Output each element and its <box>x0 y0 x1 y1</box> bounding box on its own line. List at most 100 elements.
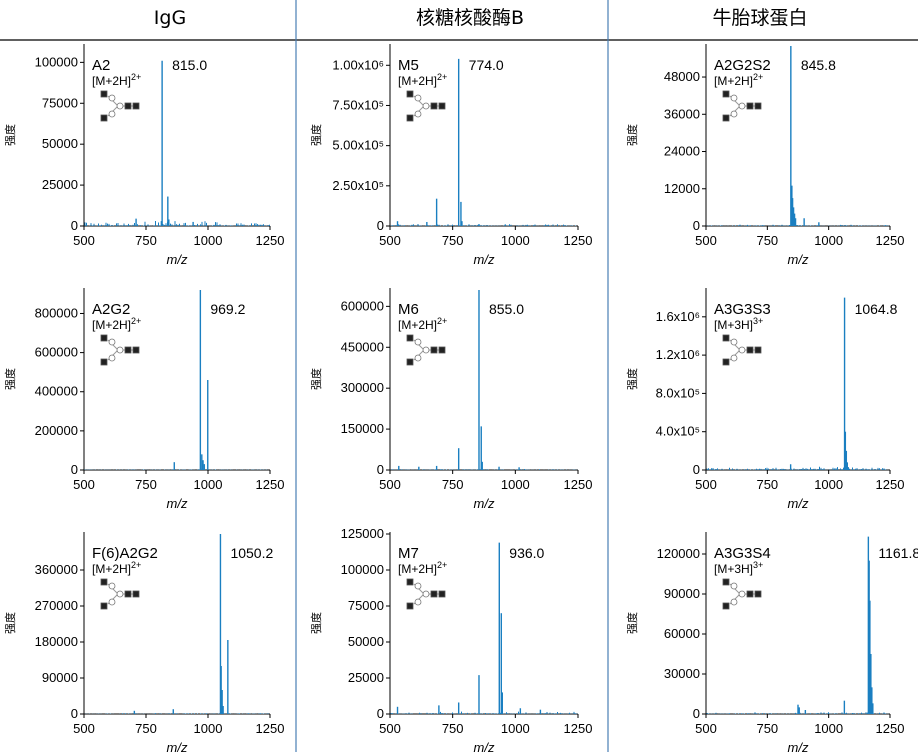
y-tick-label: 90000 <box>42 670 78 685</box>
x-tick-label: 1250 <box>564 477 593 492</box>
y-tick-label: 90000 <box>664 586 700 601</box>
y-tick-label: 0 <box>71 218 78 233</box>
x-axis-label: m/z <box>788 496 809 511</box>
x-axis-label: m/z <box>167 252 188 267</box>
spectrum-panel-a3g3s3: 0 4.0x10⁵ 8.0x10⁵ 1.2x10⁶ 1.6x10⁶ 500 750 1000 1… <box>625 288 904 511</box>
glycan-structure-icon <box>406 334 446 366</box>
ion-label: [M+2H]2+ <box>398 72 447 88</box>
x-tick-label: 1250 <box>876 233 905 248</box>
y-tick-label: 600000 <box>341 298 384 313</box>
glycan-structure-icon <box>722 578 762 610</box>
ion-label: [M+2H]2+ <box>398 560 447 576</box>
glycan-name: M5 <box>398 57 419 74</box>
x-tick-label: 500 <box>379 233 401 248</box>
y-tick-label: 450000 <box>341 339 384 354</box>
x-axis-label: m/z <box>474 252 495 267</box>
glycan-name: A2G2S2 <box>714 57 771 74</box>
y-tick-label: 180000 <box>35 634 78 649</box>
y-tick-label: 25000 <box>42 177 78 192</box>
x-tick-label: 1000 <box>814 477 843 492</box>
spectrum-panel-f-6-a2g2: 0 90000 180000 270000 360000 500 750 1000 1250 m/… <box>3 532 284 752</box>
ion-label: [M+2H]2+ <box>714 72 763 88</box>
x-tick-label: 750 <box>135 477 157 492</box>
y-tick-label: 100000 <box>341 562 384 577</box>
y-tick-label: 50000 <box>348 634 384 649</box>
x-tick-label: 750 <box>135 721 157 736</box>
spectrum-panel-m6: 0 150000 300000 450000 600000 500 750 1000 1250 m… <box>309 288 592 511</box>
baseline-noise <box>390 224 576 226</box>
y-tick-label: 0 <box>71 706 78 721</box>
baseline-noise <box>84 221 270 226</box>
x-tick-label: 1000 <box>194 233 223 248</box>
x-tick-label: 500 <box>695 721 717 736</box>
glycan-structure-icon <box>406 90 446 122</box>
ion-label: [M+2H]2+ <box>92 560 141 576</box>
x-tick-label: 750 <box>442 477 464 492</box>
y-tick-label: 0 <box>377 462 384 477</box>
y-tick-label: 0 <box>377 218 384 233</box>
y-tick-label: 0 <box>693 462 700 477</box>
peak-mz-label: 845.8 <box>801 57 836 73</box>
peak-mz-label: 774.0 <box>469 57 504 73</box>
x-axis-label: m/z <box>474 740 495 752</box>
y-tick-label: 24000 <box>664 144 700 159</box>
y-tick-label: 0 <box>693 706 700 721</box>
peak-mz-label: 1050.2 <box>230 545 273 561</box>
y-tick-label: 48000 <box>664 69 700 84</box>
spectrum-panel-a2g2: 0 200000 400000 600000 800000 500 750 1000 1250 m… <box>3 288 284 511</box>
y-tick-label: 50000 <box>42 136 78 151</box>
x-tick-label: 500 <box>73 477 95 492</box>
peak-mz-label: 936.0 <box>509 545 544 561</box>
y-tick-label: 600000 <box>35 345 78 360</box>
y-tick-label: 0 <box>377 706 384 721</box>
y-tick-label: 25000 <box>348 670 384 685</box>
y-tick-label: 270000 <box>35 598 78 613</box>
x-tick-label: 500 <box>379 477 401 492</box>
x-axis-label: m/z <box>788 740 809 752</box>
x-axis-label: m/z <box>474 496 495 511</box>
y-axis-label: 强度 <box>625 612 639 634</box>
x-tick-label: 500 <box>73 233 95 248</box>
glycan-structure-icon <box>406 578 446 610</box>
baseline-noise <box>706 224 889 226</box>
y-tick-label: 1.6x10⁶ <box>656 309 700 324</box>
x-tick-label: 1000 <box>194 477 223 492</box>
y-axis-label: 强度 <box>625 124 639 146</box>
y-tick-label: 400000 <box>35 384 78 399</box>
x-tick-label: 1250 <box>564 233 593 248</box>
y-tick-label: 360000 <box>35 562 78 577</box>
glycan-name: A2G2 <box>92 301 130 318</box>
y-tick-label: 12000 <box>664 181 700 196</box>
x-tick-label: 1250 <box>256 477 285 492</box>
glycan-name: A3G3S4 <box>714 545 771 562</box>
glycan-structure-icon <box>722 90 762 122</box>
glycan-structure-icon <box>100 578 140 610</box>
x-tick-label: 750 <box>135 233 157 248</box>
y-tick-label: 800000 <box>35 305 78 320</box>
y-tick-label: 75000 <box>348 598 384 613</box>
y-axis-label: 强度 <box>3 612 17 634</box>
y-tick-label: 1.00x10⁶ <box>332 57 384 72</box>
x-axis-label: m/z <box>167 496 188 511</box>
y-tick-label: 0 <box>71 462 78 477</box>
baseline-noise <box>84 713 269 714</box>
y-tick-label: 1.2x10⁶ <box>656 347 700 362</box>
ion-label: [M+2H]2+ <box>92 316 141 332</box>
spectrum-panel-m7: 0 25000 50000 75000 100000 125000 500 750 1000 12… <box>309 526 592 752</box>
y-tick-label: 75000 <box>42 95 78 110</box>
y-axis-label: 强度 <box>3 368 17 390</box>
y-tick-label: 36000 <box>664 106 700 121</box>
ion-label: [M+3H]3+ <box>714 560 763 576</box>
x-tick-label: 750 <box>442 233 464 248</box>
glycan-name: F(6)A2G2 <box>92 545 158 562</box>
x-tick-label: 500 <box>379 721 401 736</box>
glycan-name: A2 <box>92 57 110 74</box>
y-tick-label: 0 <box>693 218 700 233</box>
column-title-rnase-b: 核糖核酸酶B <box>416 7 524 29</box>
glycan-structure-icon <box>100 334 140 366</box>
ion-label: [M+2H]2+ <box>92 72 141 88</box>
glycan-name: M6 <box>398 301 419 318</box>
x-tick-label: 750 <box>756 233 778 248</box>
glycan-name: A3G3S3 <box>714 301 771 318</box>
